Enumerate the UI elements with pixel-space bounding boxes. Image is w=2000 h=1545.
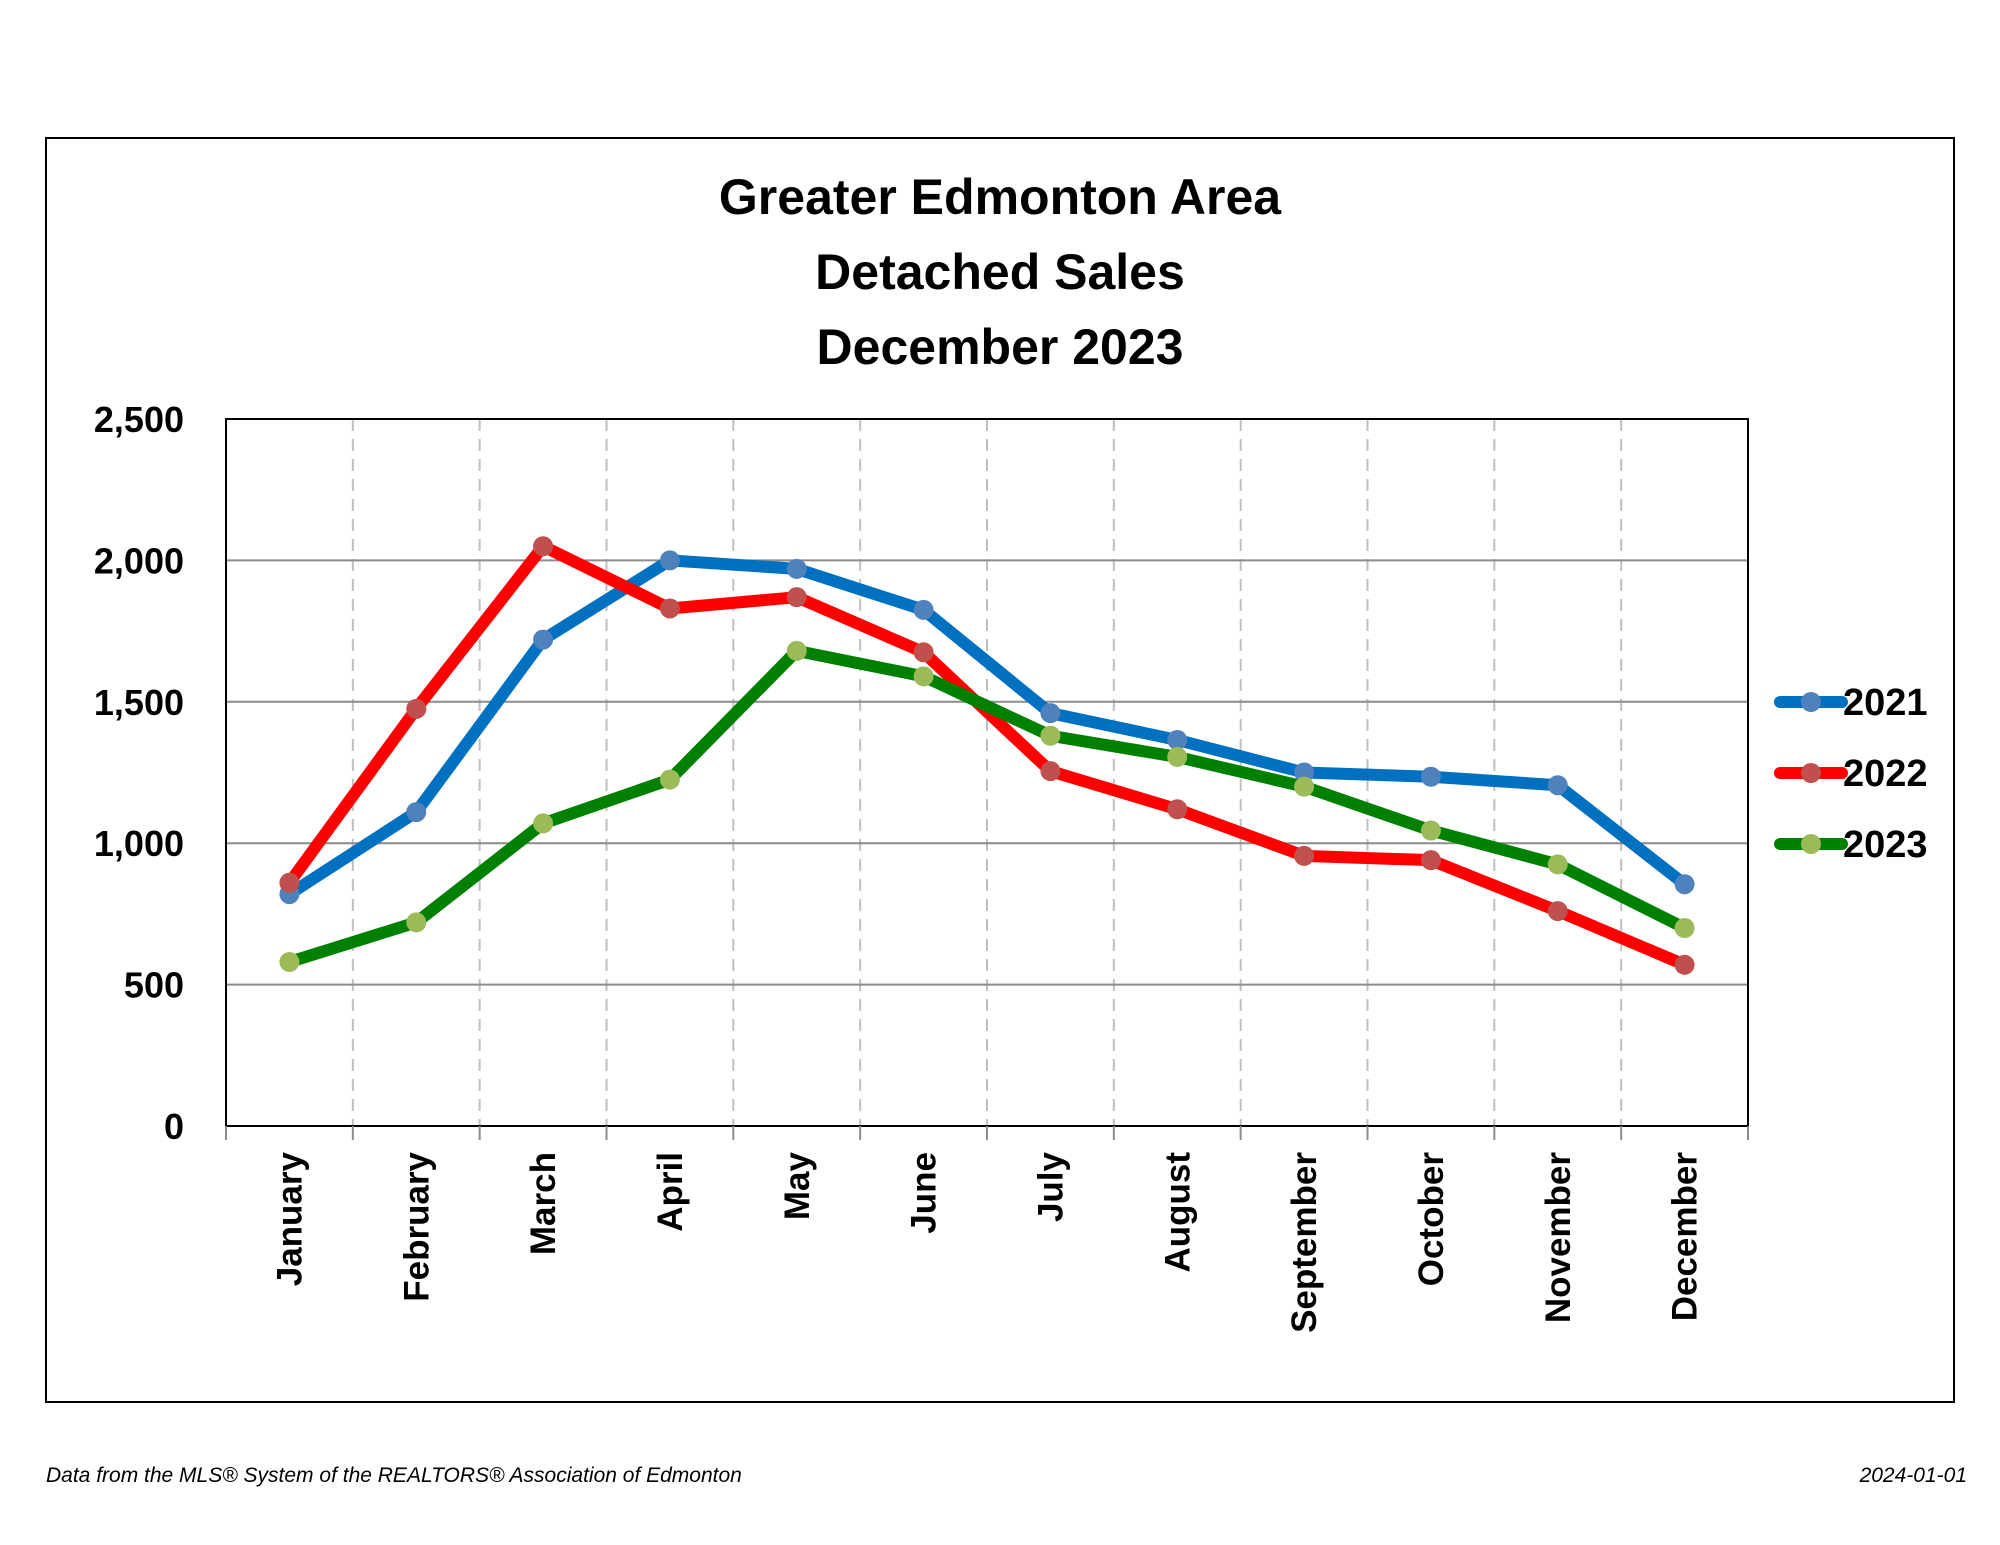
y-tick-label: 1,500 [94, 682, 184, 723]
y-tick-label: 500 [124, 965, 184, 1006]
data-point-2022 [1040, 761, 1061, 782]
legend-marker-2021 [1801, 692, 1821, 712]
data-point-2023 [406, 912, 427, 933]
data-point-2023 [659, 769, 680, 790]
data-point-2021 [659, 550, 680, 571]
data-point-2021 [913, 599, 934, 620]
data-point-2021 [1040, 703, 1061, 724]
data-point-2023 [1167, 746, 1188, 767]
data-point-2022 [279, 872, 300, 893]
series-line-2021 [283, 554, 1691, 901]
chart-frame [45, 137, 1955, 1403]
data-point-2023 [786, 640, 807, 661]
x-tick-label: April [651, 1152, 690, 1232]
data-point-2022 [1167, 799, 1188, 820]
data-point-2022 [786, 587, 807, 608]
x-tick-label: August [1158, 1152, 1197, 1273]
source-note: Data from the MLS® System of the REALTOR… [46, 1464, 742, 1487]
data-point-2021 [1420, 766, 1441, 787]
data-point-2023 [913, 666, 934, 687]
data-point-2022 [1547, 901, 1568, 922]
data-point-2021 [533, 629, 554, 650]
series [279, 536, 1695, 975]
x-tick-label: November [1539, 1152, 1578, 1324]
data-point-2022 [1294, 845, 1315, 866]
data-point-2023 [533, 813, 554, 834]
chart-title-line-2: Detached Sales [815, 244, 1185, 300]
legend-label-2021: 2021 [1843, 682, 1928, 724]
x-tick-label: October [1412, 1152, 1451, 1287]
legend-label-2023: 2023 [1843, 824, 1928, 866]
series-line-2023 [283, 644, 1691, 968]
x-tick-label: December [1666, 1152, 1705, 1322]
x-tick-label: September [1285, 1152, 1324, 1333]
legend-marker-2022 [1801, 763, 1821, 783]
chart-title-line-3: December 2023 [817, 319, 1184, 375]
data-point-2023 [1547, 854, 1568, 875]
data-point-2023 [1674, 918, 1695, 939]
report-date: 2024-01-01 [1859, 1464, 1967, 1487]
legend-label-2022: 2022 [1843, 753, 1928, 795]
data-point-2021 [1674, 874, 1695, 895]
data-point-2022 [913, 642, 934, 663]
data-point-2023 [1040, 725, 1061, 746]
y-axis: 0 500 1,000 1,500 2,000 2,500 [94, 399, 184, 1147]
x-tick-label: March [524, 1152, 563, 1255]
data-point-2022 [406, 698, 427, 719]
x-tick-label: February [397, 1151, 436, 1301]
data-point-2021 [1167, 729, 1188, 750]
y-tick-label: 1,000 [94, 823, 184, 864]
x-tick-label: January [270, 1151, 309, 1286]
y-tick-label: 2,500 [94, 399, 184, 440]
data-point-2022 [659, 598, 680, 619]
chart-title-line-1: Greater Edmonton Area [719, 169, 1282, 225]
legend: 2021 2022 2023 [1774, 682, 1928, 866]
data-point-2023 [279, 951, 300, 972]
x-axis: January February March April May June July Augu… [225, 1126, 1749, 1333]
data-point-2023 [1294, 776, 1315, 797]
data-point-2021 [406, 802, 427, 823]
data-point-2023 [1420, 820, 1441, 841]
data-point-2021 [1294, 762, 1315, 783]
data-point-2022 [1674, 954, 1695, 975]
data-point-2022 [533, 536, 554, 557]
y-tick-label: 2,000 [94, 540, 184, 581]
x-tick-label: July [1031, 1151, 1070, 1222]
data-point-2021 [786, 558, 807, 579]
data-point-2021 [1547, 775, 1568, 796]
x-tick-label: June [905, 1152, 944, 1234]
data-point-2022 [1420, 850, 1441, 871]
legend-marker-2023 [1801, 834, 1821, 854]
x-tick-label: May [778, 1151, 817, 1220]
chart-title: Greater Edmonton Area Detached Sales Dec… [719, 169, 1282, 375]
grid [226, 419, 1748, 1126]
y-tick-label: 0 [164, 1106, 184, 1147]
